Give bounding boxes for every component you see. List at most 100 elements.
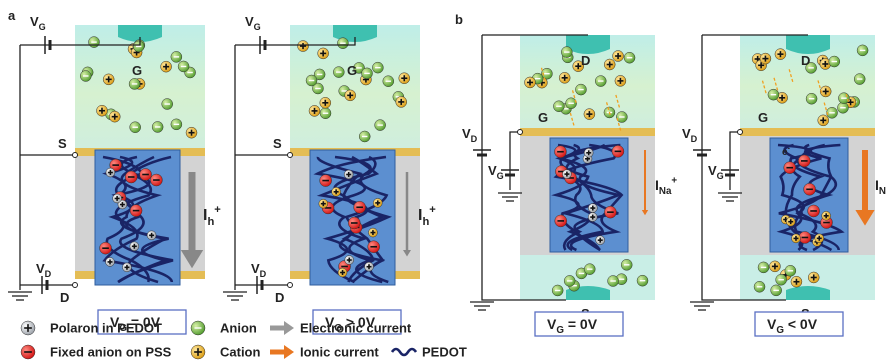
cation bbox=[775, 49, 786, 60]
anion bbox=[806, 93, 817, 104]
current-arrow bbox=[189, 172, 196, 250]
current-label-subscript: Na bbox=[659, 186, 672, 197]
anion bbox=[621, 259, 632, 270]
fixed-anion bbox=[799, 231, 811, 243]
fixed-anion bbox=[348, 217, 360, 229]
legend-arrow bbox=[270, 326, 284, 331]
anion bbox=[129, 78, 140, 89]
anion bbox=[838, 93, 849, 104]
legend-pedot bbox=[392, 349, 416, 355]
gate-voltage-label: VG bbox=[30, 14, 46, 32]
cation bbox=[373, 198, 382, 207]
anion bbox=[575, 84, 586, 95]
current-label: Ih+ bbox=[418, 204, 436, 228]
legend-label: Electronic current bbox=[300, 321, 412, 336]
fixed-anion bbox=[100, 242, 112, 254]
gate-voltage-label-subscript: G bbox=[717, 171, 724, 181]
condition-label-relation: = 0V bbox=[564, 316, 598, 332]
anion bbox=[754, 281, 765, 292]
polaron bbox=[147, 231, 156, 240]
polaron bbox=[21, 321, 35, 335]
anion bbox=[637, 275, 648, 286]
fixed-anion bbox=[808, 205, 820, 217]
cation bbox=[309, 105, 320, 116]
drain-label: D bbox=[801, 53, 810, 68]
cation bbox=[791, 276, 802, 287]
anion bbox=[837, 102, 848, 113]
current-label-superscript: + bbox=[214, 204, 221, 216]
fixed-anion bbox=[784, 162, 796, 174]
gate-label: G bbox=[758, 110, 768, 125]
cation bbox=[818, 115, 829, 126]
current-label-superscript: + bbox=[671, 176, 677, 187]
polaron bbox=[584, 148, 593, 157]
fixed-anion bbox=[150, 174, 162, 186]
drain-voltage-label: VD bbox=[682, 126, 698, 144]
cation bbox=[399, 73, 410, 84]
cation bbox=[615, 75, 626, 86]
cation bbox=[298, 41, 309, 52]
cation bbox=[109, 111, 120, 122]
gate-label: G bbox=[132, 63, 142, 78]
gate-label: G bbox=[347, 63, 357, 78]
cation bbox=[319, 199, 328, 208]
cation bbox=[786, 217, 795, 226]
legend-arrow-head bbox=[284, 345, 294, 359]
fixed-anion bbox=[798, 155, 810, 167]
cation bbox=[368, 228, 377, 237]
fixed-anion bbox=[354, 201, 366, 213]
fixed-anion bbox=[130, 205, 142, 217]
cation bbox=[338, 268, 347, 277]
drain-electrode bbox=[566, 35, 610, 54]
current-label-subscript: h bbox=[422, 216, 429, 228]
current-label-superscript: + bbox=[429, 204, 436, 216]
current-arrow bbox=[644, 150, 646, 210]
current-arrow bbox=[406, 172, 409, 250]
polaron bbox=[345, 256, 354, 265]
anion bbox=[776, 274, 787, 285]
drain-voltage-label-subscript: D bbox=[691, 134, 698, 144]
cation bbox=[103, 74, 114, 85]
anion bbox=[178, 61, 189, 72]
anion bbox=[595, 76, 606, 87]
cation bbox=[525, 77, 536, 88]
cation bbox=[161, 61, 172, 72]
source-electrode bbox=[786, 286, 830, 300]
anion bbox=[133, 41, 144, 52]
cation bbox=[820, 86, 831, 97]
drain-voltage-label-symbol: V bbox=[682, 126, 691, 141]
anion bbox=[608, 276, 619, 287]
legend-label: Ionic current bbox=[300, 345, 379, 360]
terminal bbox=[73, 153, 78, 158]
anion bbox=[306, 75, 317, 86]
anion bbox=[362, 68, 373, 79]
cation bbox=[791, 234, 800, 243]
panel-label: a bbox=[8, 8, 16, 23]
wire bbox=[730, 132, 740, 190]
cation bbox=[320, 97, 331, 108]
drain-voltage-label-symbol: V bbox=[251, 261, 260, 276]
gate-voltage-label-subscript: G bbox=[254, 22, 261, 32]
figure: abVGGSVDDIh+VG = 0VVGGSVDDIh+VG > 0VVDDG… bbox=[0, 0, 886, 362]
fixed-anion bbox=[21, 345, 35, 359]
anion bbox=[624, 52, 635, 63]
anion bbox=[827, 107, 838, 118]
panel-label: b bbox=[455, 12, 463, 27]
cation bbox=[604, 59, 615, 70]
polaron bbox=[588, 204, 597, 213]
drain-voltage-label: VD bbox=[36, 261, 52, 279]
anion bbox=[130, 122, 141, 133]
gate-voltage-label-symbol: V bbox=[245, 14, 254, 29]
wire bbox=[510, 132, 520, 190]
drain-label: D bbox=[275, 290, 284, 305]
current-label: INa+ bbox=[655, 176, 677, 198]
fixed-anion bbox=[125, 171, 137, 183]
fixed-anion bbox=[140, 168, 152, 180]
gold-contact bbox=[520, 128, 655, 136]
gate-voltage-label-subscript: G bbox=[497, 171, 504, 181]
anion bbox=[854, 74, 865, 85]
polaron bbox=[365, 262, 374, 271]
fixed-anion bbox=[804, 183, 816, 195]
cation bbox=[769, 261, 780, 272]
current-label-subscript: h bbox=[207, 216, 214, 228]
